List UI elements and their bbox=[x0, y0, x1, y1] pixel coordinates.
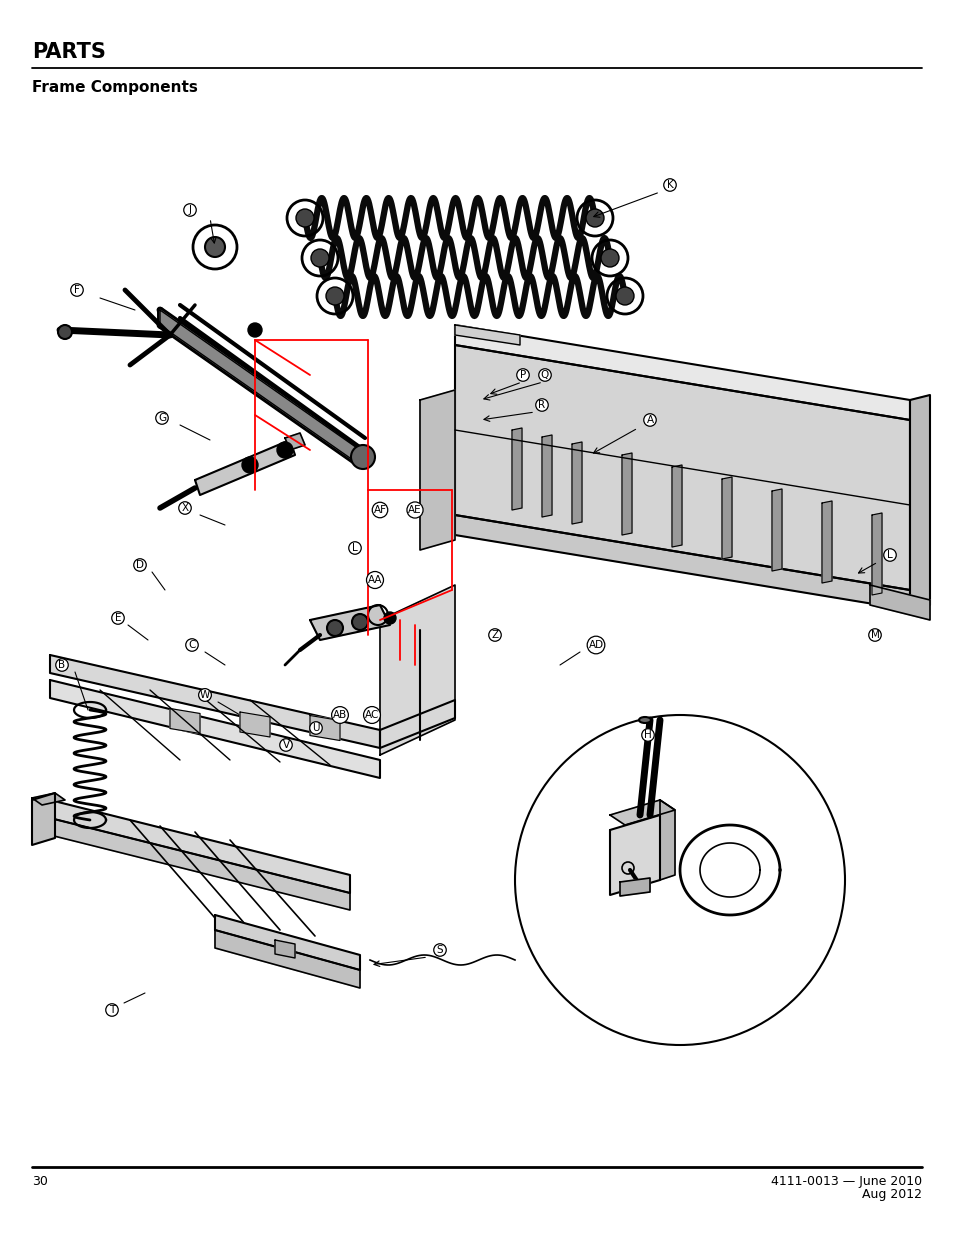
Text: Aug 2012: Aug 2012 bbox=[862, 1188, 921, 1200]
Polygon shape bbox=[194, 440, 294, 495]
Text: Z: Z bbox=[491, 630, 498, 640]
Polygon shape bbox=[572, 442, 581, 524]
Polygon shape bbox=[32, 793, 55, 845]
Text: X: X bbox=[181, 503, 189, 513]
Polygon shape bbox=[512, 429, 521, 510]
Text: AE: AE bbox=[408, 505, 421, 515]
Text: Frame Components: Frame Components bbox=[32, 80, 197, 95]
Circle shape bbox=[205, 237, 225, 257]
Text: AF: AF bbox=[374, 505, 386, 515]
Text: J: J bbox=[189, 205, 192, 215]
Text: 30: 30 bbox=[32, 1174, 48, 1188]
Polygon shape bbox=[32, 793, 65, 805]
Text: D: D bbox=[136, 559, 144, 571]
Text: H: H bbox=[643, 730, 651, 740]
Text: T: T bbox=[109, 1005, 115, 1015]
Polygon shape bbox=[821, 501, 831, 583]
Polygon shape bbox=[285, 433, 305, 450]
Text: L: L bbox=[886, 550, 892, 559]
Circle shape bbox=[384, 613, 395, 624]
Text: L: L bbox=[352, 543, 357, 553]
Polygon shape bbox=[871, 513, 882, 595]
Polygon shape bbox=[455, 515, 909, 610]
Circle shape bbox=[326, 287, 344, 305]
Polygon shape bbox=[609, 800, 675, 825]
Text: AA: AA bbox=[367, 576, 382, 585]
Circle shape bbox=[351, 445, 375, 469]
Polygon shape bbox=[455, 325, 909, 420]
Polygon shape bbox=[170, 709, 200, 734]
Polygon shape bbox=[214, 915, 359, 969]
Polygon shape bbox=[455, 325, 519, 345]
Circle shape bbox=[585, 209, 603, 227]
Circle shape bbox=[616, 287, 634, 305]
Circle shape bbox=[352, 614, 368, 630]
Text: K: K bbox=[666, 180, 673, 190]
Polygon shape bbox=[455, 345, 909, 590]
Polygon shape bbox=[721, 477, 731, 559]
Text: U: U bbox=[312, 722, 319, 734]
Polygon shape bbox=[419, 390, 455, 550]
Polygon shape bbox=[541, 435, 552, 517]
Text: G: G bbox=[158, 412, 166, 424]
Text: PARTS: PARTS bbox=[32, 42, 106, 62]
Text: A: A bbox=[646, 415, 653, 425]
Polygon shape bbox=[379, 585, 455, 755]
Text: B: B bbox=[58, 659, 66, 671]
Text: P: P bbox=[519, 370, 525, 380]
Polygon shape bbox=[909, 395, 929, 610]
Circle shape bbox=[295, 209, 314, 227]
Circle shape bbox=[276, 442, 293, 458]
Text: V: V bbox=[282, 740, 290, 750]
Text: F: F bbox=[74, 285, 80, 295]
Text: AC: AC bbox=[364, 710, 378, 720]
Circle shape bbox=[248, 324, 262, 337]
Text: E: E bbox=[114, 613, 121, 622]
Polygon shape bbox=[671, 466, 681, 547]
Polygon shape bbox=[50, 680, 379, 778]
Text: C: C bbox=[188, 640, 195, 650]
Circle shape bbox=[58, 325, 71, 338]
Polygon shape bbox=[50, 818, 350, 910]
Text: R: R bbox=[537, 400, 545, 410]
Polygon shape bbox=[869, 585, 929, 620]
Polygon shape bbox=[621, 453, 631, 535]
Text: S: S bbox=[436, 945, 443, 955]
Text: Q: Q bbox=[540, 370, 549, 380]
Ellipse shape bbox=[639, 718, 650, 722]
Polygon shape bbox=[659, 800, 675, 881]
Polygon shape bbox=[274, 940, 294, 958]
Polygon shape bbox=[50, 800, 350, 893]
Circle shape bbox=[193, 225, 236, 269]
Polygon shape bbox=[771, 489, 781, 571]
Circle shape bbox=[242, 457, 257, 473]
Polygon shape bbox=[50, 655, 379, 748]
Circle shape bbox=[600, 249, 618, 267]
Text: 4111-0013 — June 2010: 4111-0013 — June 2010 bbox=[770, 1174, 921, 1188]
Text: AD: AD bbox=[588, 640, 603, 650]
Polygon shape bbox=[310, 605, 390, 640]
Polygon shape bbox=[214, 930, 359, 988]
Polygon shape bbox=[619, 878, 649, 897]
Circle shape bbox=[327, 620, 343, 636]
Polygon shape bbox=[379, 700, 455, 748]
Polygon shape bbox=[160, 310, 359, 466]
Text: AB: AB bbox=[333, 710, 347, 720]
Text: W: W bbox=[200, 690, 210, 700]
Circle shape bbox=[311, 249, 329, 267]
Text: M: M bbox=[870, 630, 879, 640]
Polygon shape bbox=[609, 815, 659, 895]
Polygon shape bbox=[310, 715, 339, 741]
Polygon shape bbox=[240, 713, 270, 737]
